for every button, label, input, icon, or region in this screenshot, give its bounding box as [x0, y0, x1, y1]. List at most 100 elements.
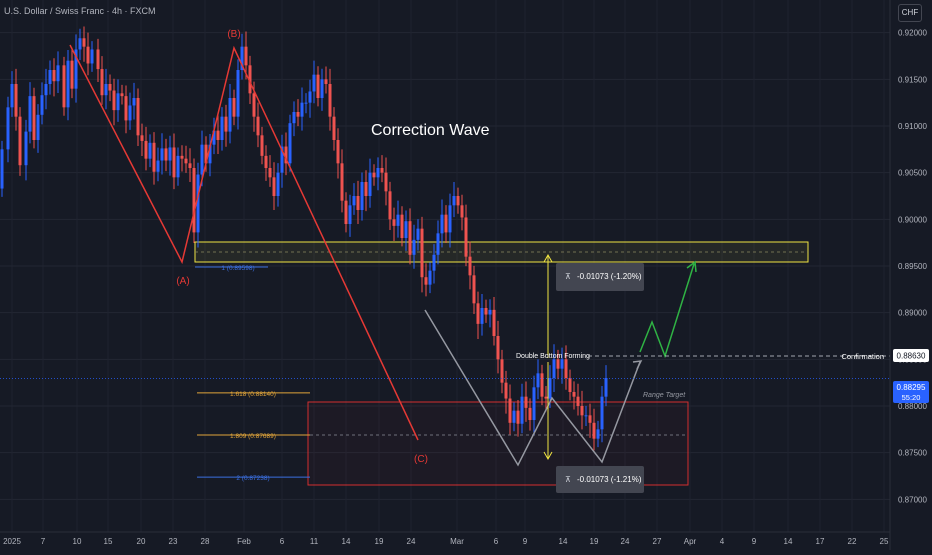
x-tick-label: Feb: [237, 537, 251, 546]
abc-wave-line[interactable]: [69, 44, 419, 441]
x-tick-label: 14: [559, 537, 568, 546]
candle-body: [436, 233, 440, 255]
candle-body: [36, 114, 40, 140]
candle-body: [18, 116, 22, 166]
x-tick-label: 14: [784, 537, 793, 546]
x-tick-label: 15: [104, 537, 113, 546]
candle-body: [100, 69, 104, 96]
candle-body: [40, 95, 44, 115]
x-tick-label: 2025: [3, 537, 21, 546]
confirmation-price-badge[interactable]: [893, 349, 929, 362]
candle-body: [452, 196, 456, 206]
candle-body: [112, 90, 116, 111]
candle-body: [312, 74, 316, 92]
x-tick-label: 27: [653, 537, 662, 546]
candle-body: [424, 277, 428, 285]
candle-body: [132, 98, 136, 106]
projection-arrowhead: [686, 260, 697, 273]
price-axis[interactable]: 0.92000 0.91500 0.91000 0.90500 0.90000 0.895…: [889, 0, 929, 550]
candle-body: [256, 116, 260, 136]
candle-body: [284, 146, 288, 164]
candle-body: [128, 105, 132, 121]
candle-body: [156, 160, 160, 172]
measure-label-bottom: -0.01073 (-1.21%): [577, 475, 642, 484]
candle-body: [360, 182, 364, 210]
currency-badge[interactable]: CHF: [898, 4, 922, 22]
candle-body: [304, 102, 308, 104]
candle-body: [66, 60, 70, 108]
candle-body: [480, 308, 484, 324]
candle-body: [552, 359, 556, 378]
candle-body: [70, 60, 74, 89]
candle-body: [364, 182, 368, 196]
candle-body: [484, 308, 488, 315]
candle-body: [388, 191, 392, 220]
candle-body: [184, 158, 188, 164]
candle-body: [10, 84, 14, 108]
x-tick-label: 9: [752, 537, 757, 546]
current-price-badge[interactable]: [893, 381, 929, 403]
candle-body: [296, 112, 300, 117]
confirmation-label: Confirmation: [841, 352, 884, 361]
candle-body: [74, 49, 78, 89]
candle-body: [488, 309, 492, 315]
candle-body: [168, 147, 172, 161]
candle-body: [152, 142, 156, 172]
candle-body: [460, 205, 464, 218]
x-tick-label: 10: [73, 537, 82, 546]
candle-body: [224, 116, 228, 132]
wave-label-b: (B): [227, 29, 240, 40]
x-tick-label: 6: [280, 537, 285, 546]
candle-body: [512, 410, 516, 423]
candle-body: [336, 140, 340, 164]
measure-box-bottom[interactable]: [556, 466, 644, 493]
y-tick-label: 0.89000: [898, 309, 927, 318]
candle-body: [172, 147, 176, 178]
candle-body: [444, 214, 448, 233]
x-tick-label: 14: [342, 537, 351, 546]
y-tick-label: 0.92000: [898, 29, 927, 38]
projection-path[interactable]: [639, 263, 695, 359]
double-bottom-path[interactable]: [424, 309, 641, 467]
candle-body: [604, 378, 608, 397]
candle-body: [180, 155, 184, 159]
fib-level-label: 1.809 (0.87689): [230, 433, 276, 440]
candle-body: [396, 214, 400, 226]
candle-body: [384, 172, 388, 192]
candle-body: [404, 221, 408, 238]
x-tick-label: 4: [720, 537, 725, 546]
x-tick-label: 9: [523, 537, 528, 546]
candle-body: [148, 142, 152, 159]
candle-body: [264, 155, 268, 168]
measure-box-top[interactable]: [556, 263, 644, 291]
wave-label-c: (C): [414, 454, 428, 465]
candle-body: [104, 84, 108, 96]
candle-body: [356, 196, 360, 210]
candle-body: [228, 98, 232, 132]
candle-body: [164, 148, 168, 161]
candle-body: [176, 155, 180, 178]
candle-body: [308, 91, 312, 103]
candle-body: [540, 373, 544, 397]
candle-body: [412, 239, 416, 255]
y-tick-label: 0.87000: [898, 495, 927, 504]
candle-body: [496, 336, 500, 360]
candle-body: [62, 65, 66, 108]
candle-body: [576, 396, 580, 406]
candle-body: [516, 410, 520, 424]
candle-body: [416, 228, 420, 240]
candle-body: [288, 123, 292, 164]
candle-body: [32, 96, 36, 140]
candle-body: [208, 144, 212, 164]
candle-body: [220, 116, 224, 140]
correction-wave-title: Correction Wave: [371, 122, 490, 139]
measure-arrowhead-top: [543, 253, 553, 263]
candle-body: [292, 112, 296, 124]
candle-body: [44, 84, 48, 96]
candle-body: [340, 163, 344, 201]
drawings-layer: [0, 44, 890, 467]
time-axis[interactable]: 2025 7 10 15 20 23 28 Feb 6 11 14 19 24 Mar 6 9 14 19 24 27…: [0, 531, 890, 546]
x-tick-label: 24: [407, 537, 416, 546]
candle-body: [14, 84, 18, 117]
